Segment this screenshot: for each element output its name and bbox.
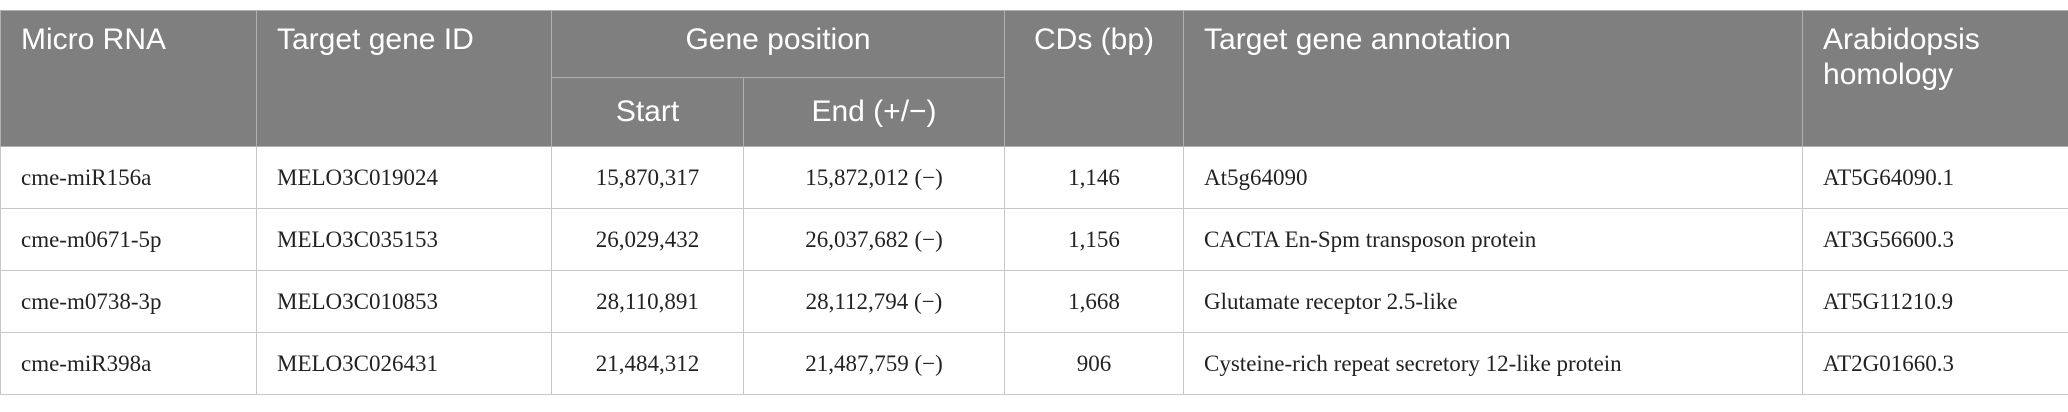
table-cell: MELO3C035153 bbox=[256, 208, 552, 271]
header-cell: Micro RNA bbox=[0, 10, 257, 147]
header-row: Micro RNA Target gene ID Gene position C… bbox=[0, 10, 2068, 147]
table-cell: cme-miR398a bbox=[0, 332, 257, 395]
table-cell: 28,112,794 (−) bbox=[742, 270, 1006, 333]
table-body: cme-miR156a MELO3C019024 15,870,317 15,872,… bbox=[0, 146, 2068, 395]
header-cell: End (+/−) bbox=[742, 77, 1006, 147]
header-cell: Arabidopsis homology bbox=[1802, 10, 2068, 147]
table-cell: 15,870,317 bbox=[551, 146, 744, 209]
table-cell: AT5G64090.1 bbox=[1802, 146, 2068, 209]
header-cell: Target gene ID bbox=[256, 10, 552, 147]
header-cell: Target gene annotation bbox=[1183, 10, 1804, 147]
table-cell: AT3G56600.3 bbox=[1802, 208, 2068, 271]
table-cell: 906 bbox=[1004, 332, 1185, 395]
table-row: cme-m0738-3p MELO3C010853 28,110,891 28,112… bbox=[0, 270, 2068, 333]
table-row: cme-m0671-5p MELO3C035153 26,029,432 26,037… bbox=[0, 208, 2068, 271]
header-row: Start End (+/−) bbox=[1, 77, 2068, 147]
table-cell: Glutamate receptor 2.5-like bbox=[1183, 270, 1804, 333]
table-cell: 21,484,312 bbox=[551, 332, 744, 395]
table-cell: AT5G11210.9 bbox=[1802, 270, 2068, 333]
table-cell: 21,487,759 (−) bbox=[742, 332, 1006, 395]
table-cell: 15,872,012 (−) bbox=[742, 146, 1006, 209]
table-cell: 1,146 bbox=[1004, 146, 1185, 209]
header-cell: Gene position bbox=[550, 10, 1006, 78]
table-cell: cme-miR156a bbox=[0, 146, 257, 209]
table-cell: 1,156 bbox=[1004, 208, 1185, 271]
table-cell: MELO3C010853 bbox=[256, 270, 552, 333]
table-row: cme-miR398a MELO3C026431 21,484,312 21,487,… bbox=[0, 332, 2068, 395]
header-cell: CDs (bp) bbox=[1004, 10, 1185, 147]
table-cell: cme-m0671-5p bbox=[0, 208, 257, 271]
table-cell: 1,668 bbox=[1004, 270, 1185, 333]
header-cell: Start bbox=[551, 77, 744, 147]
table-row: cme-miR156a MELO3C019024 15,870,317 15,872,… bbox=[0, 146, 2068, 209]
table-cell: AT2G01660.3 bbox=[1802, 332, 2068, 395]
table-cell: cme-m0738-3p bbox=[0, 270, 257, 333]
table-cell: MELO3C019024 bbox=[256, 146, 552, 209]
table-cell: 26,029,432 bbox=[551, 208, 744, 271]
table-cell: At5g64090 bbox=[1183, 146, 1804, 209]
table-cell: 28,110,891 bbox=[551, 270, 744, 333]
table-cell: CACTA En-Spm transposon protein bbox=[1183, 208, 1804, 271]
table-cell: 26,037,682 (−) bbox=[742, 208, 1006, 271]
table-cell: MELO3C026431 bbox=[256, 332, 552, 395]
table-cell: Cysteine-rich repeat secretory 12-like p… bbox=[1183, 332, 1804, 395]
data-table: Micro RNA Target gene ID Gene position C… bbox=[0, 10, 2068, 395]
